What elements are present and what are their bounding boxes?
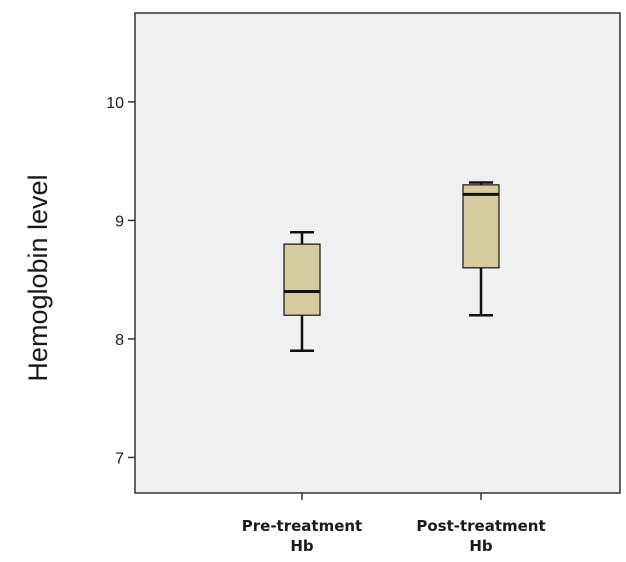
y-axis-label: Hemoglobin level [23,174,53,381]
x-category-label-line2: Hb [469,537,493,555]
x-category-label: Post-treatment [416,517,545,535]
iqr-box [462,184,500,269]
y-tick-label: 8 [115,332,124,349]
x-category-label: Pre-treatment [242,517,362,535]
x-category-label-line2: Hb [290,537,314,555]
box-2 [462,181,500,317]
x-axis: Pre-treatment Hb Post-treatment Hb [242,493,546,555]
y-axis: 7 8 9 10 [106,95,135,467]
boxes-group [283,181,500,353]
box-1 [283,231,321,353]
plot-area [134,12,621,494]
y-tick-label: 10 [106,95,124,112]
y-tick-label: 9 [115,213,124,230]
y-tick-label: 7 [115,450,124,467]
iqr-box [283,243,321,316]
